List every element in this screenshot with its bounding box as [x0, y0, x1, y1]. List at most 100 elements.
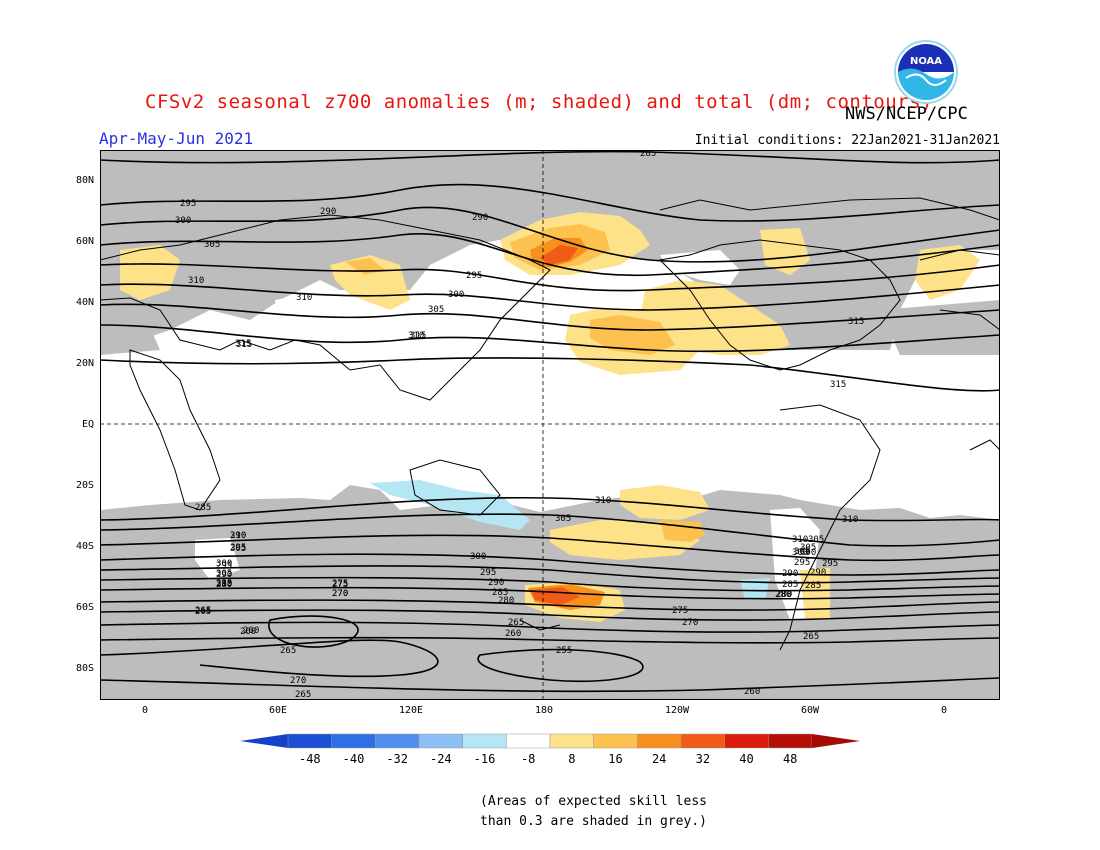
contour-label: 280 — [776, 590, 792, 600]
contour-label: 290 — [810, 568, 826, 578]
contour-label: 305 — [204, 240, 220, 250]
contour-label: 280 — [216, 580, 232, 590]
initial-conditions-label: Initial conditions: 22Jan2021-31Jan2021 — [694, 133, 1000, 148]
contour-label: 265 — [280, 646, 296, 656]
lat-label-60n: 60N — [75, 236, 94, 247]
contour-label: 310 — [408, 331, 424, 341]
lon-label-120w: 120W — [664, 705, 690, 716]
contour-label: 280 — [498, 596, 514, 606]
contour-label: 265 — [295, 690, 311, 700]
lat-label-40n: 40N — [75, 297, 94, 308]
colorbar-segment — [593, 733, 638, 749]
contour-label: 275 — [332, 579, 348, 589]
lat-label-20s: 20S — [75, 480, 94, 491]
colorbar-tick-label: -24 — [430, 752, 452, 766]
contour-label: 260 — [505, 629, 521, 639]
contour-label: 265 — [508, 618, 524, 628]
colorbar-ticks: -48 -40 -32 -24 -16 -8 8 16 24 32 40 48 — [299, 752, 797, 766]
anomaly-colorbar: -48 -40 -32 -24 -16 -8 8 16 24 32 40 48 — [240, 733, 860, 766]
contour-label: 310 — [230, 531, 246, 541]
colorbar-tick-label: 16 — [608, 752, 622, 766]
noaa-logo: NOAA — [894, 40, 958, 104]
contour-label: 290 — [472, 213, 488, 223]
colorbar-tick-label: -16 — [474, 752, 496, 766]
colorbar-segment — [462, 733, 507, 749]
contour-label: 270 — [332, 589, 348, 599]
colorbar-segment — [375, 733, 420, 749]
colorbar-segment — [768, 733, 813, 749]
contour-label: 265 — [195, 606, 211, 616]
contour-label: 290 — [216, 570, 232, 580]
contour-label: 315 — [235, 339, 251, 349]
colorbar-segments — [287, 733, 813, 749]
map-panel: 285 290 295 300 305 310 310 315 315 285 … — [100, 150, 1000, 700]
colorbar-segment — [331, 733, 376, 749]
contour-label: 295 — [230, 543, 246, 553]
contour-label: 275 — [332, 580, 348, 590]
colorbar-segment — [724, 733, 769, 749]
colorbar-tick-label: 8 — [568, 752, 575, 766]
colorbar-tick-label: -48 — [299, 752, 321, 766]
colorbar-segment — [506, 733, 551, 749]
contour-label: 285 — [195, 503, 211, 513]
contour-label: 270 — [332, 589, 348, 599]
colorbar-tick-label: 40 — [739, 752, 753, 766]
contour-label: 300 — [216, 559, 232, 569]
lon-label-180: 180 — [534, 705, 554, 716]
noaa-logo-text: NOAA — [910, 56, 942, 67]
colorbar-segment — [418, 733, 463, 749]
lat-label-eq: EQ — [81, 419, 94, 430]
contour-label: 300 — [470, 552, 486, 562]
contour-label: 305 — [800, 543, 816, 553]
contour-label: 315 — [410, 331, 426, 341]
contour-label: 315 — [236, 340, 252, 350]
lon-label-0: 0 — [141, 705, 149, 716]
contour-label: 315 — [848, 317, 864, 327]
contour-label: 305 — [428, 305, 444, 315]
skill-note-line-1: (Areas of expected skill less — [480, 794, 707, 809]
contour-label: 300 — [792, 548, 808, 558]
contour-label: 285 — [640, 150, 656, 159]
contour-label: 260 — [240, 627, 256, 637]
colorbar-tick-label: -40 — [343, 752, 365, 766]
lat-label-80n: 80N — [75, 175, 94, 186]
contour-label: 305 — [808, 535, 824, 545]
contour-label: 295 — [180, 199, 196, 209]
lat-label-40s: 40S — [75, 541, 94, 552]
colorbar-tick-label: 48 — [783, 752, 797, 766]
contour-label: 310 — [188, 276, 204, 286]
colorbar-tick-label: 24 — [652, 752, 666, 766]
contour-label: 310 — [296, 293, 312, 303]
colorbar-segment — [680, 733, 725, 749]
skill-note-line-2: than 0.3 are shaded in grey.) — [480, 814, 707, 829]
agency-label: NWS/NCEP/CPC — [845, 104, 968, 124]
contour-label: 285 — [216, 579, 232, 589]
contour-label: 275 — [672, 606, 688, 616]
contour-label: 295 — [794, 558, 810, 568]
contour-label: 310 — [595, 496, 611, 506]
contour-label: 285 — [492, 588, 508, 598]
map-guides — [100, 150, 1000, 700]
colorbar-low-arrow — [240, 734, 288, 748]
lon-label-0-east: 0 — [940, 705, 948, 716]
lat-label-20n: 20N — [75, 358, 94, 369]
contour-label: 260 — [243, 626, 259, 636]
contour-label: 285 — [805, 581, 821, 591]
contour-label: 290 — [230, 531, 246, 541]
contour-label: 270 — [682, 618, 698, 628]
contour-label: 295 — [822, 559, 838, 569]
contour-label: 310 — [216, 579, 232, 589]
colorbar-segment — [287, 733, 332, 749]
map-canvas: 285 290 295 300 305 310 310 315 315 285 … — [100, 150, 1000, 700]
contour-label: 295 — [480, 568, 496, 578]
z700-contours — [100, 150, 1000, 693]
contour-label: 305 — [794, 547, 810, 557]
colorbar-segment — [549, 733, 594, 749]
contour-label: 305 — [230, 544, 246, 554]
contour-labels: 285 290 295 300 305 310 310 315 315 285 … — [175, 150, 864, 700]
contour-label: 295 — [466, 271, 482, 281]
colorbar-tick-label: 32 — [696, 752, 710, 766]
lon-label-60e: 60E — [268, 705, 288, 716]
contour-label: 285 — [782, 580, 798, 590]
contour-label: 300 — [175, 216, 191, 226]
